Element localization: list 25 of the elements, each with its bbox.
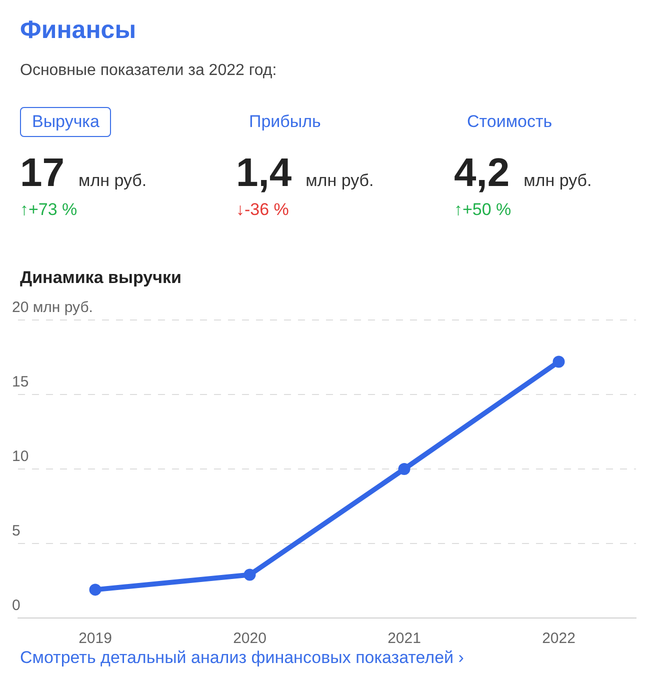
x-tick-label: 2022 — [542, 630, 576, 648]
x-tick-label: 2021 — [388, 630, 421, 648]
x-tick-label: 2019 — [78, 630, 112, 648]
text: ↑+73 % — [20, 200, 78, 220]
text: млн руб. — [78, 171, 147, 190]
text: ↑+50 % — [454, 200, 512, 220]
text: млн руб. — [524, 171, 592, 190]
y-tick-label: 15 — [12, 374, 29, 391]
text: Выручка — [20, 107, 112, 137]
text: Стоимость — [466, 111, 554, 133]
y-tick-label: 10 — [12, 448, 29, 466]
text: 4,2 — [454, 151, 510, 195]
text: млн руб. — [306, 171, 374, 190]
text: Основные показатели за 2022 год: — [20, 62, 277, 80]
y-tick-label: 0 — [12, 597, 20, 614]
text: Смотреть детальный анализ финансовых показателей › — [20, 648, 464, 668]
y-tick-label: 5 — [12, 522, 20, 540]
text: Прибыль — [248, 111, 322, 133]
y-tick-label: 20 млн руб. — [12, 299, 93, 316]
text: ↓-36 % — [236, 200, 290, 220]
chart-title: Динамика выручки — [20, 268, 182, 288]
text: 1,4 — [236, 151, 292, 195]
x-tick-label: 2020 — [233, 630, 266, 648]
text: 17 — [20, 151, 64, 195]
text: Финансы — [20, 16, 136, 45]
